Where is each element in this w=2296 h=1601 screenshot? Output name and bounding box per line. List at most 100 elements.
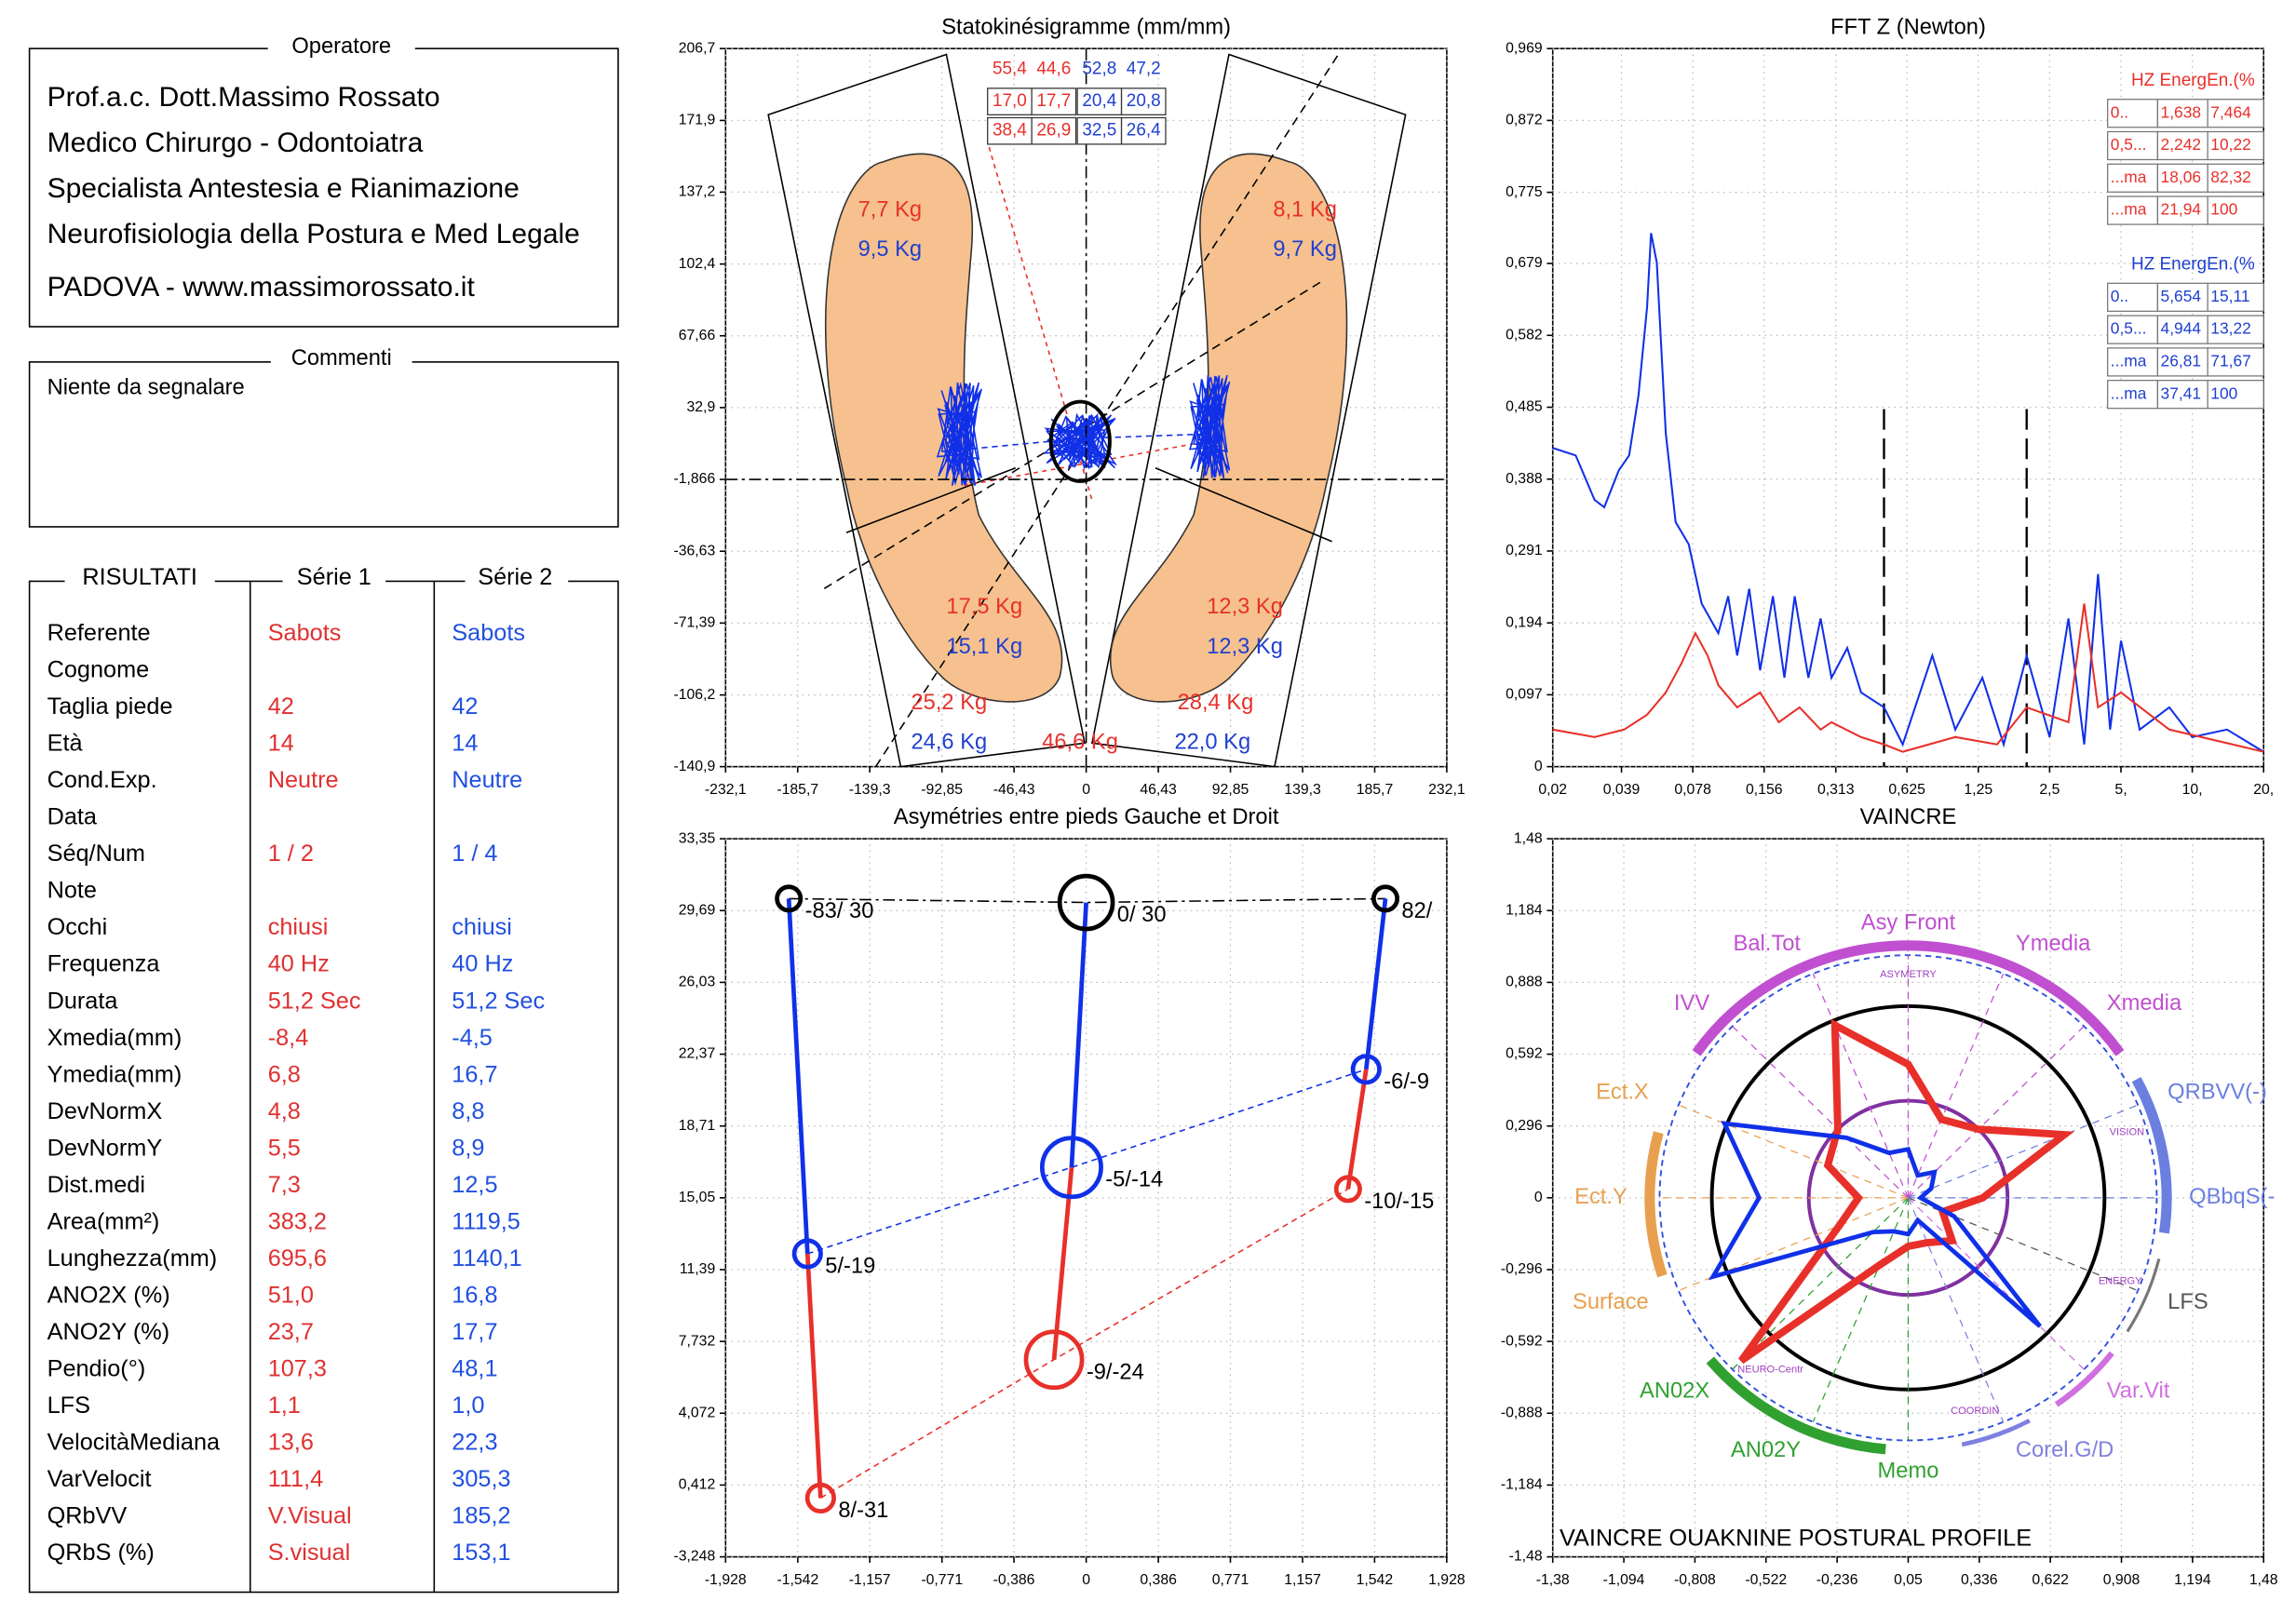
- caption: VAINCRE OUAKNINE POSTURAL PROFILE: [1560, 1525, 2032, 1551]
- y-tick-label: 0,592: [1506, 1046, 1543, 1062]
- table-cell: [1120, 116, 1167, 145]
- table-cell: [2156, 195, 2208, 225]
- y-tick-label: 0,296: [1506, 1118, 1543, 1134]
- result-value: 111,4: [268, 1466, 324, 1492]
- table-value: 71,67: [2210, 351, 2250, 370]
- y-tick-label: -36,63: [673, 543, 715, 558]
- shift-line: [1051, 1166, 1074, 1360]
- result-label: Frequenza: [47, 951, 161, 977]
- x-tick-label: 0,625: [1888, 782, 1925, 798]
- result-value: 7,3: [268, 1172, 301, 1198]
- table-value: 100: [2210, 383, 2237, 402]
- axis-label: Ymedia: [2016, 932, 2091, 956]
- title-gap: [282, 565, 386, 592]
- result-value: 107,3: [268, 1355, 327, 1381]
- table-header: HZ EnergEn.(%: [2131, 255, 2255, 275]
- x-tick-label: 0: [1082, 1572, 1090, 1588]
- axis-label: Bal.Tot: [1734, 932, 1802, 956]
- series-header: Série 1: [297, 564, 371, 590]
- axis-label: Var.Vit: [2107, 1379, 2170, 1403]
- table-value: 15,11: [2210, 287, 2249, 305]
- result-value: 16,8: [452, 1282, 497, 1308]
- result-label: Taglia piede: [47, 693, 173, 720]
- group-arc: [2054, 1351, 2114, 1407]
- x-tick-label: 0,622: [2032, 1572, 2069, 1588]
- x-tick-label: -139,3: [849, 782, 891, 798]
- table-value: 0,5...: [2111, 319, 2147, 338]
- spoke: [1907, 1197, 2005, 1422]
- y-tick-label: 0,388: [1506, 471, 1543, 487]
- spectrum-line: [1552, 233, 2264, 753]
- table-cell: [2207, 99, 2264, 128]
- weight-label: 22,0 Kg: [1174, 731, 1250, 755]
- group-arc: [2126, 1258, 2161, 1333]
- y-tick-label: 15,05: [679, 1190, 716, 1205]
- y-tick-label: -0,296: [1501, 1261, 1543, 1277]
- y-tick-label: 0,485: [1506, 399, 1543, 415]
- operator-line: Prof.a.c. Dott.Massimo Rossato: [47, 82, 440, 113]
- shift-line: [1069, 902, 1088, 1168]
- y-tick-label: -71,39: [673, 615, 715, 631]
- table-cell: [2107, 282, 2159, 312]
- point-label: 82/: [1401, 899, 1432, 923]
- result-label: ANO2Y (%): [47, 1319, 170, 1345]
- x-tick-label: -92,85: [921, 782, 963, 798]
- result-label: Dist.medi: [47, 1172, 145, 1198]
- x-tick-label: 1,48: [2249, 1572, 2278, 1588]
- weight-label: 12,3 Kg: [1207, 595, 1283, 619]
- table-value: 26,81: [2161, 351, 2201, 370]
- x-tick-label: -1,542: [777, 1572, 818, 1588]
- result-value: 8,9: [452, 1135, 484, 1161]
- sway-trace: [936, 382, 982, 486]
- table-value: 38,4: [993, 121, 1027, 141]
- x-tick-label: 92,85: [1212, 782, 1249, 798]
- weight-label: 25,2 Kg: [911, 691, 987, 715]
- x-tick-label: 46,43: [1140, 782, 1177, 798]
- table-value: 20,8: [1127, 91, 1161, 111]
- result-value: Sabots: [268, 620, 342, 646]
- table-value: 21,94: [2161, 200, 2202, 219]
- x-tick-label: -0,386: [993, 1572, 1035, 1588]
- result-value: 14: [268, 731, 294, 757]
- spoke: [1907, 973, 2005, 1199]
- table-cell: [2107, 163, 2159, 193]
- spoke: [1908, 1197, 2085, 1370]
- table-value: 32,5: [1082, 121, 1116, 141]
- x-tick-label: -0,236: [1817, 1572, 1858, 1588]
- chart-title: FFT Z (Newton): [1830, 15, 1986, 39]
- table-value: 13,22: [2210, 319, 2250, 338]
- y-tick-label: 1,48: [1514, 830, 1543, 846]
- connector: [789, 897, 1385, 904]
- point: [775, 884, 804, 913]
- cop-ellipse: [1048, 399, 1112, 483]
- x-tick-label: -1,094: [1603, 1572, 1645, 1588]
- table-value: 17,7: [1036, 91, 1071, 111]
- link: [971, 433, 1205, 450]
- weight-label: 15,1 Kg: [946, 635, 1022, 659]
- table-value: 26,4: [1127, 121, 1161, 141]
- operator-line: Medico Chirurgo - Odontoiatra: [47, 128, 424, 158]
- x-tick-label: 10,: [2182, 782, 2203, 798]
- table-value: 47,2: [1127, 59, 1161, 78]
- x-tick-label: -0,771: [921, 1572, 963, 1588]
- chart-title: VAINCRE: [1860, 805, 1957, 829]
- weight-label: 8,1 Kg: [1273, 197, 1337, 222]
- result-label: DevNormX: [47, 1098, 163, 1124]
- foot-frame: [767, 53, 1086, 768]
- result-value: Sabots: [452, 620, 525, 646]
- group-arc: [1644, 1131, 1668, 1278]
- spectrum-line: [1552, 603, 2264, 753]
- x-tick-label: -46,43: [993, 782, 1035, 798]
- table-cell: [2207, 163, 2264, 193]
- y-tick-label: -1,184: [1501, 1477, 1543, 1493]
- weight-label: 12,3 Kg: [1207, 635, 1283, 659]
- result-value: 1,0: [452, 1392, 484, 1419]
- x-tick-label: -0,808: [1674, 1572, 1716, 1588]
- sway-trace: [1188, 374, 1231, 479]
- table-value: 4,944: [2161, 319, 2202, 338]
- table-value: 100: [2210, 200, 2237, 219]
- result-label: Séq/Num: [47, 841, 145, 867]
- table-value: 0,5...: [2111, 135, 2147, 154]
- y-tick-label: 22,37: [679, 1046, 716, 1062]
- x-tick-label: 2,5: [2039, 782, 2060, 798]
